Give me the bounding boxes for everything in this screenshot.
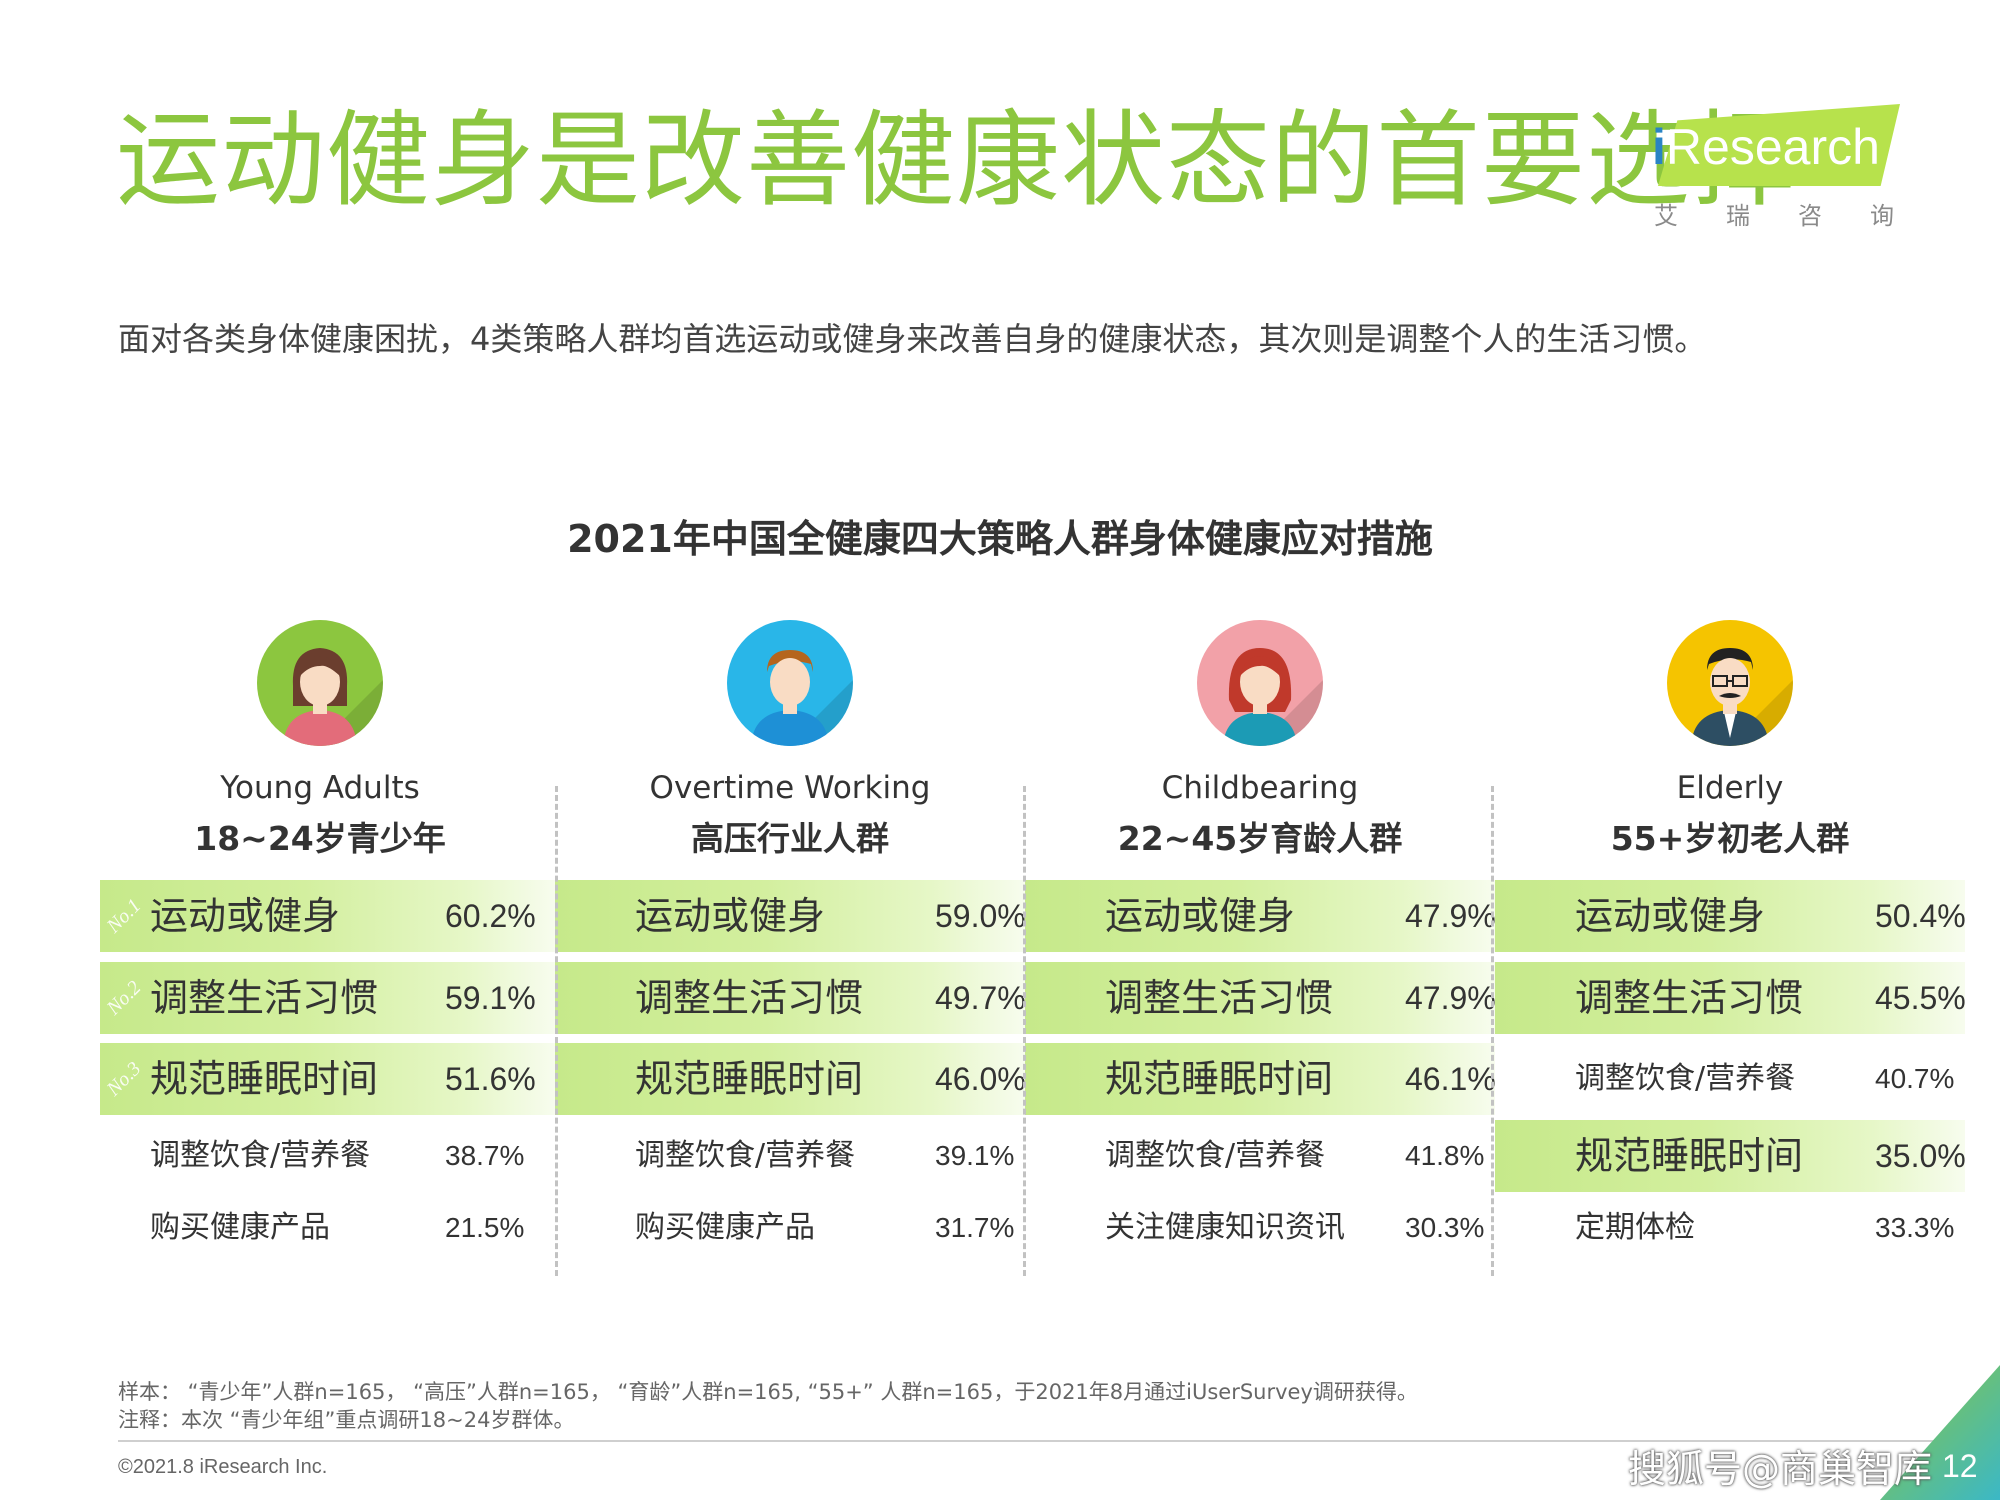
measure-value: 49.7% bbox=[935, 980, 1026, 1016]
logo-wordmark: iResearch bbox=[1652, 118, 1880, 176]
measure-row: 规范睡眠时间 46.0% bbox=[555, 1043, 1026, 1115]
measure-value: 33.3% bbox=[1875, 1212, 1955, 1243]
page-number: 12 bbox=[1942, 1448, 1978, 1484]
logo-cn-char: 瑞 bbox=[1726, 202, 1750, 230]
measure-value: 30.3% bbox=[1405, 1212, 1485, 1243]
page-title: 运动健身是改善健康状态的首要选择 bbox=[116, 99, 1797, 221]
footer-divider bbox=[118, 1440, 2000, 1442]
measure-row: No.1 运动或健身 60.2% bbox=[100, 880, 555, 952]
logo-chinese: 艾 瑞 咨 询 bbox=[1654, 196, 1894, 231]
measure-value: 47.9% bbox=[1405, 980, 1496, 1016]
measure-label: 调整生活习惯 bbox=[1575, 976, 1804, 1020]
measure-label: 调整饮食/营养餐 bbox=[150, 1138, 371, 1173]
measure-value: 46.0% bbox=[935, 1061, 1026, 1097]
measure-value: 59.1% bbox=[445, 980, 536, 1016]
measure-label: 调整生活习惯 bbox=[635, 976, 864, 1020]
iresearch-logo: iResearch 艾 瑞 咨 询 bbox=[1650, 104, 1900, 234]
measure-row: 调整饮食/营养餐 40.7% bbox=[1495, 1043, 1965, 1115]
measure-label: 规范睡眠时间 bbox=[1105, 1057, 1334, 1101]
sample-note: 样本： “青少年”人群n=165， “高压”人群n=165， “育龄”人群n=1… bbox=[118, 1380, 1418, 1404]
measure-row: 调整饮食/营养餐 38.7% bbox=[100, 1120, 555, 1192]
persona-name-cn: 高压行业人群 bbox=[691, 819, 889, 858]
measure-value: 39.1% bbox=[935, 1140, 1015, 1171]
measure-row: 规范睡眠时间 46.1% bbox=[1025, 1043, 1496, 1115]
persona-name-en: Childbearing bbox=[1161, 770, 1359, 806]
measure-label: 调整饮食/营养餐 bbox=[1105, 1138, 1326, 1173]
logo-research: Research bbox=[1665, 119, 1880, 175]
measure-value: 41.8% bbox=[1405, 1140, 1485, 1171]
measure-label: 调整生活习惯 bbox=[150, 976, 379, 1020]
measure-row: 运动或健身 47.9% bbox=[1025, 880, 1496, 952]
measure-value: 31.7% bbox=[935, 1212, 1015, 1243]
persona-name-en: Young Adults bbox=[220, 770, 420, 806]
man-icon bbox=[727, 620, 853, 746]
measure-row: 调整生活习惯 47.9% bbox=[1025, 962, 1496, 1034]
rank-badge: No.3 bbox=[102, 1057, 146, 1101]
copyright: ©2021.8 iResearch Inc. bbox=[118, 1456, 328, 1478]
measure-value: 45.5% bbox=[1875, 980, 1966, 1016]
measure-label: 运动或健身 bbox=[1105, 894, 1296, 938]
measure-label: 运动或健身 bbox=[635, 894, 826, 938]
measure-value: 50.4% bbox=[1875, 898, 1966, 934]
measure-label: 关注健康知识资讯 bbox=[1105, 1210, 1345, 1245]
measure-value: 47.9% bbox=[1405, 898, 1496, 934]
measure-row: 调整饮食/营养餐 41.8% bbox=[1025, 1120, 1495, 1192]
column-divider bbox=[1491, 786, 1494, 1276]
measure-row: 规范睡眠时间 35.0% bbox=[1495, 1120, 1966, 1192]
persona-name-cn: 22~45岁育龄人群 bbox=[1117, 819, 1403, 858]
measure-row: 购买健康产品 21.5% bbox=[100, 1192, 555, 1264]
column-divider bbox=[1023, 786, 1026, 1276]
older-man-icon bbox=[1667, 620, 1793, 746]
rank-badge: No.1 bbox=[102, 894, 146, 938]
measure-value: 60.2% bbox=[445, 898, 536, 934]
measure-label: 购买健康产品 bbox=[635, 1210, 815, 1245]
measure-value: 51.6% bbox=[445, 1061, 536, 1097]
measure-value: 21.5% bbox=[445, 1212, 525, 1243]
persona-name-en: Overtime Working bbox=[649, 770, 931, 806]
column-divider bbox=[555, 786, 558, 1276]
measure-row: 调整生活习惯 49.7% bbox=[555, 962, 1026, 1034]
measure-value: 38.7% bbox=[445, 1140, 525, 1171]
measure-row: 购买健康产品 31.7% bbox=[555, 1192, 1025, 1264]
logo-i: i bbox=[1652, 119, 1666, 175]
measure-row: 调整生活习惯 45.5% bbox=[1495, 962, 1966, 1034]
comment-note: 注释：本次 “青少年组”重点调研18~24岁群体。 bbox=[118, 1408, 575, 1432]
measure-value: 46.1% bbox=[1405, 1061, 1496, 1097]
persona-name-cn: 55+岁初老人群 bbox=[1610, 819, 1850, 858]
measure-label: 规范睡眠时间 bbox=[635, 1057, 864, 1101]
measure-label: 购买健康产品 bbox=[150, 1210, 330, 1245]
logo-cn-char: 艾 bbox=[1654, 202, 1678, 230]
measure-row: No.2 调整生活习惯 59.1% bbox=[100, 962, 555, 1034]
measure-label: 定期体检 bbox=[1575, 1210, 1695, 1245]
persona-name-cn: 18~24岁青少年 bbox=[194, 819, 446, 858]
measure-row: 运动或健身 50.4% bbox=[1495, 880, 1966, 952]
measure-label: 调整饮食/营养餐 bbox=[1575, 1061, 1796, 1096]
measure-value: 35.0% bbox=[1875, 1138, 1966, 1174]
young-woman-icon bbox=[257, 620, 383, 746]
measure-label: 运动或健身 bbox=[1575, 894, 1766, 938]
measure-value: 40.7% bbox=[1875, 1063, 1955, 1094]
logo-cn-char: 询 bbox=[1870, 202, 1894, 230]
measure-value: 59.0% bbox=[935, 898, 1026, 934]
watermark: 搜狐号@商巢智库 bbox=[1628, 1447, 1933, 1491]
measure-label: 调整生活习惯 bbox=[1105, 976, 1334, 1020]
page-subtitle: 面对各类身体健康困扰，4类策略人群均首选运动或健身来改善自身的健康状态，其次则是… bbox=[118, 320, 1707, 358]
measure-row: 定期体检 33.3% bbox=[1495, 1192, 1965, 1264]
logo-cn-char: 咨 bbox=[1798, 202, 1822, 230]
measure-label: 规范睡眠时间 bbox=[1575, 1134, 1804, 1178]
measure-row: 调整饮食/营养餐 39.1% bbox=[555, 1120, 1025, 1192]
woman-icon bbox=[1197, 620, 1323, 746]
measure-label: 规范睡眠时间 bbox=[150, 1057, 379, 1101]
persona-name-en: Elderly bbox=[1676, 770, 1784, 806]
measure-label: 运动或健身 bbox=[150, 894, 341, 938]
chart-title: 2021年中国全健康四大策略人群身体健康应对措施 bbox=[567, 517, 1433, 561]
measure-row: No.3 规范睡眠时间 51.6% bbox=[100, 1043, 555, 1115]
measure-row: 关注健康知识资讯 30.3% bbox=[1025, 1192, 1495, 1264]
measure-label: 调整饮食/营养餐 bbox=[635, 1138, 856, 1173]
rank-badge: No.2 bbox=[102, 976, 146, 1020]
measure-row: 运动或健身 59.0% bbox=[555, 880, 1026, 952]
